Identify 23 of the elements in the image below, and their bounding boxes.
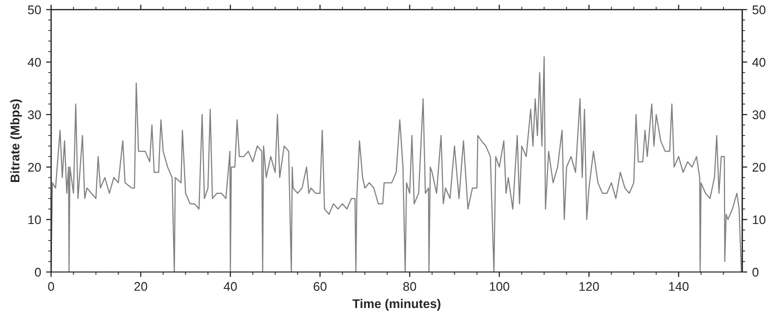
x-tick-label: 120 <box>579 282 599 291</box>
y2-tick-label: 30 <box>752 110 766 120</box>
x-tick-label: 20 <box>134 282 148 291</box>
y2-tick-label: 50 <box>752 5 766 14</box>
y-tick-label: 10 <box>28 215 41 224</box>
line-series <box>51 56 742 272</box>
y-axis-title: Bitrate (Mbps) <box>10 99 22 182</box>
x-tick-label: 80 <box>403 282 416 291</box>
x-tick-label: 40 <box>224 282 237 291</box>
y-tick-label: 40 <box>28 58 41 67</box>
y-tick-label: 20 <box>28 162 41 172</box>
x-axis-title: Time (minutes) <box>352 298 440 311</box>
x-tick-label: 140 <box>669 282 689 291</box>
x-tick-label: 60 <box>314 282 326 291</box>
y-tick-label: 30 <box>28 110 41 120</box>
x-tick-label: 0 <box>48 282 54 291</box>
y2-tick-label: 10 <box>752 215 766 224</box>
y-tick-label: 0 <box>34 268 41 277</box>
y2-tick-label: 20 <box>752 162 766 172</box>
x-tick-label: 100 <box>490 282 510 291</box>
y2-tick-label: 40 <box>752 58 766 67</box>
y-tick-label: 50 <box>28 5 41 14</box>
y2-tick-label: 0 <box>752 268 758 277</box>
